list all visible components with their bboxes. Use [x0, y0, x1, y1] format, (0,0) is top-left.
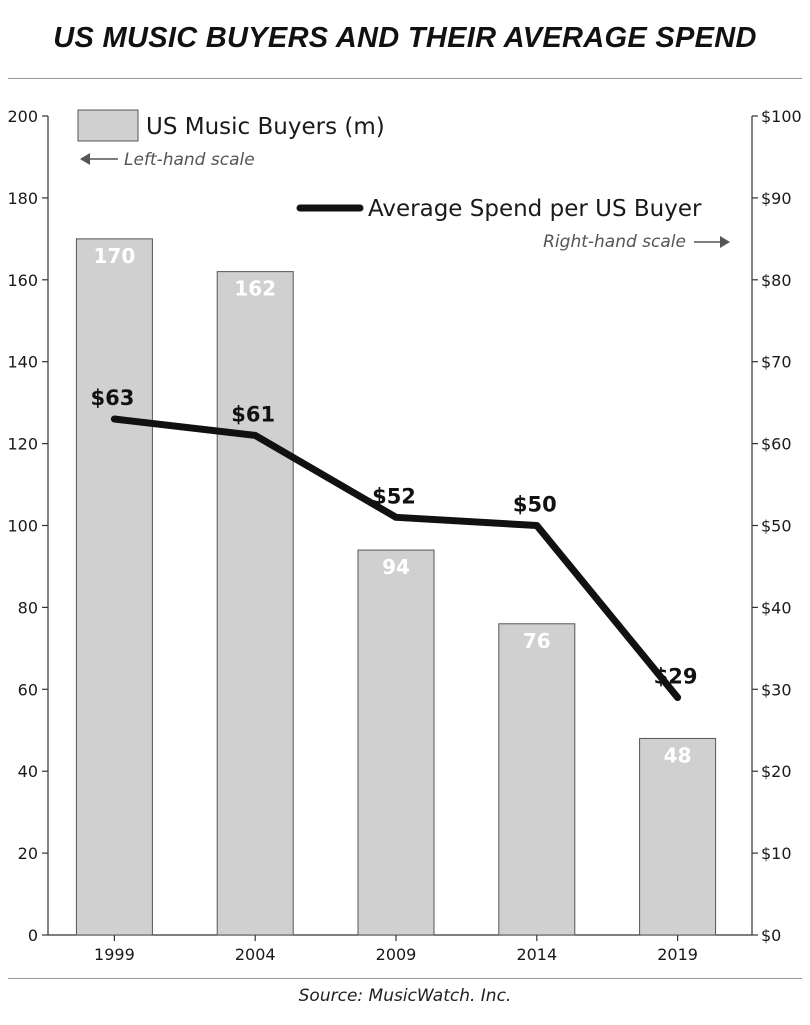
bar	[357, 549, 435, 936]
right-tick-label: $10	[761, 844, 792, 863]
right-arrow-head-icon	[720, 236, 730, 248]
source-note: Source: MusicWatch. Inc.	[298, 986, 512, 1006]
x-tick-label: 2019	[657, 945, 698, 964]
x-tick-label: 2009	[376, 945, 417, 964]
x-tick-label: 2014	[516, 945, 557, 964]
spend-value-label: $52	[372, 484, 416, 508]
left-tick-label: 200	[7, 107, 38, 126]
spend-value-label: $50	[513, 493, 557, 517]
right-tick-label: $20	[761, 762, 792, 781]
spend-value-label: $63	[90, 386, 134, 410]
bar	[498, 623, 576, 936]
bar-value-label: 162	[234, 277, 276, 301]
title-divider	[8, 78, 802, 79]
chart: 0 20 40 60 80 100 120 140 160 180 200 $0 $10 $20 $30 $4…	[7, 107, 801, 964]
right-tick-label: $60	[761, 435, 792, 454]
right-tick-label: $90	[761, 189, 792, 208]
spend-point	[535, 524, 538, 527]
x-tick-label: 1999	[94, 945, 135, 964]
left-tick-label: 20	[18, 844, 38, 863]
bar-value-label: 76	[523, 629, 551, 653]
legend-bar-note: Left-hand scale	[124, 150, 255, 170]
spend-value-label: $29	[654, 664, 698, 688]
legend-line-label: Average Spend per US Buyer	[368, 196, 702, 222]
left-tick-label: 40	[18, 762, 38, 781]
left-tick-label: 80	[18, 598, 38, 617]
spend-point	[113, 418, 116, 421]
spend-point	[254, 434, 257, 437]
left-tick-label: 180	[7, 189, 38, 208]
bar-value-label: 94	[382, 555, 410, 579]
right-tick-label: $100	[761, 107, 802, 126]
left-tick-label: 100	[7, 517, 38, 536]
bar-value-label: 170	[94, 244, 136, 268]
left-tick-label: 160	[7, 271, 38, 290]
left-arrow-head-icon	[80, 153, 90, 165]
right-tick-label: $40	[761, 598, 792, 617]
right-tick-label: $30	[761, 680, 792, 699]
source-divider	[8, 978, 802, 979]
axes: 0 20 40 60 80 100 120 140 160 180 200 $0 $10 $20 $30 $4…	[7, 107, 801, 964]
chart-title: US MUSIC BUYERS AND THEIR AVERAGE SPEND	[53, 22, 757, 54]
bar	[639, 737, 717, 936]
left-tick-label: 120	[7, 435, 38, 454]
spend-line: $63 $61 $52 $50 $29	[90, 386, 698, 701]
spend-point	[676, 696, 679, 699]
bar	[216, 271, 294, 936]
legend-line-note: Right-hand scale	[543, 232, 686, 252]
spend-point	[395, 516, 397, 519]
bar	[75, 238, 153, 936]
right-tick-label: $0	[761, 926, 781, 945]
left-tick-label: 0	[28, 926, 38, 945]
left-tick-label: 140	[7, 353, 38, 372]
right-tick-label: $80	[761, 271, 792, 290]
legend-bar-swatch	[77, 109, 139, 142]
right-tick-label: $70	[761, 353, 792, 372]
right-tick-label: $50	[761, 517, 792, 536]
spend-value-label: $61	[231, 402, 275, 426]
bar-value-label: 48	[664, 743, 692, 767]
bars: 170 162 94 76 48	[75, 238, 717, 936]
left-tick-label: 60	[18, 680, 38, 699]
x-tick-label: 2004	[235, 945, 276, 964]
legend: US Music Buyers (m) Left-hand scale Averag…	[77, 109, 730, 252]
legend-bar-label: US Music Buyers (m)	[146, 114, 385, 140]
